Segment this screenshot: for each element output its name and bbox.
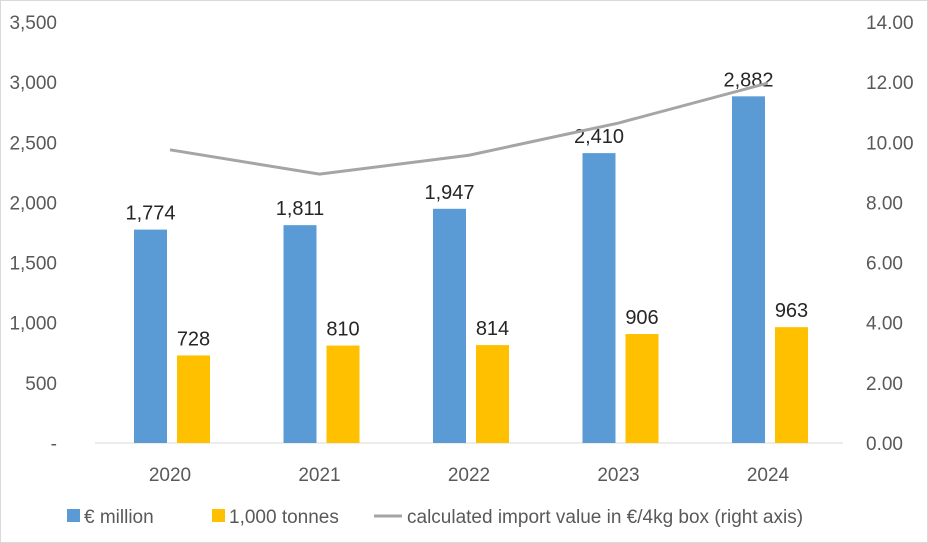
left-tick-label: 2,500: [9, 133, 57, 154]
legend-label: € million: [84, 507, 154, 528]
legend-label: 1,000 tonnes: [229, 507, 339, 528]
right-tick-label: 14.00: [866, 13, 914, 34]
x-tick-label: 2021: [298, 465, 340, 486]
legend-label: calculated import value in €/4kg box (ri…: [407, 507, 803, 528]
right-tick-label: 2.00: [866, 374, 903, 395]
line-series: [169, 81, 769, 176]
bar: [177, 355, 210, 443]
right-tick-label: 0.00: [866, 434, 903, 455]
left-tick-label: 500: [25, 374, 57, 395]
right-tick-label: 10.00: [866, 133, 914, 154]
x-axis-ticks: 2020 2021 2022 2023 2024: [149, 465, 790, 486]
right-tick-label: 4.00: [866, 314, 903, 335]
data-label: 906: [625, 307, 658, 329]
bar: [326, 345, 360, 443]
bar: [283, 225, 317, 443]
right-tick-label: 8.00: [866, 193, 903, 214]
bar: [582, 153, 616, 443]
legend: € million 1,000 tonnes calculated import v…: [67, 507, 803, 528]
left-tick-label: 1,000: [9, 314, 57, 335]
legend-swatch: [212, 509, 225, 522]
x-tick-label: 2022: [448, 465, 490, 486]
x-tick-label: 2024: [747, 465, 790, 486]
bar: [732, 96, 765, 443]
right-axis-ticks: 0.00 2.00 4.00 6.00 8.00 10.00 12.00 14.00: [866, 13, 914, 455]
data-label: 814: [476, 318, 509, 340]
data-label: 1,811: [276, 198, 325, 220]
legend-swatch: [67, 509, 80, 522]
data-label: 1,774: [125, 203, 175, 225]
x-tick-label: 2020: [149, 465, 191, 486]
data-label: 2,410: [574, 126, 624, 148]
data-label: 963: [775, 300, 808, 322]
left-tick-label: 3,500: [9, 13, 57, 34]
data-label: 810: [326, 319, 359, 341]
left-axis-ticks: - 500 1,000 1,500 2,000 2,500 3,000 3,500: [9, 13, 57, 455]
data-label: 1,947: [424, 182, 474, 204]
left-tick-label: 3,000: [9, 73, 57, 94]
right-tick-label: 6.00: [866, 254, 903, 275]
left-tick-label: 2,000: [9, 193, 57, 214]
bar: [134, 229, 167, 443]
left-tick-label: 1,500: [9, 254, 57, 275]
line-path: [169, 81, 769, 176]
left-tick-label: -: [51, 434, 57, 455]
x-tick-label: 2023: [597, 465, 639, 486]
data-label: 728: [177, 328, 210, 350]
bar: [775, 327, 808, 443]
bar: [476, 345, 509, 443]
bar: [625, 334, 659, 443]
bar: [433, 208, 466, 443]
right-tick-label: 12.00: [866, 73, 914, 94]
